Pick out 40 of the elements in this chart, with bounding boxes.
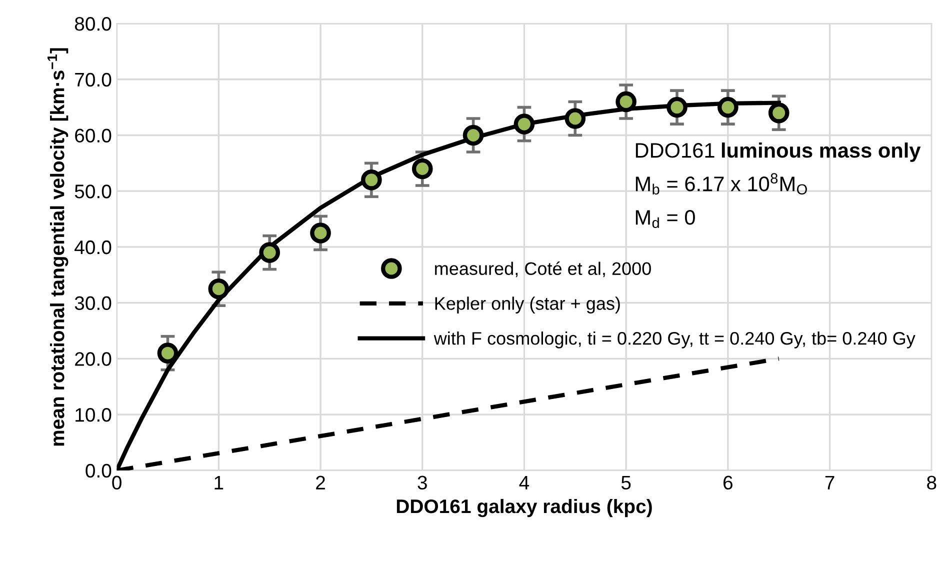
annotation: DDO161 [636, 143, 714, 158]
y-tick-label: 60.0 [75, 128, 112, 142]
point [564, 108, 586, 129]
point [718, 96, 738, 118]
annotation: M$_{d}$ = 0 [636, 210, 695, 228]
y-tick-label: 70.0 [75, 72, 112, 87]
x-tick-label: 5 [621, 476, 631, 490]
point [310, 222, 331, 244]
x-tick-label: 3 [418, 476, 427, 490]
point [412, 158, 433, 180]
x-tick-label: 2 [316, 476, 325, 490]
y-tick-label: 40.0 [74, 240, 112, 254]
annotation: luminous mass only [722, 142, 921, 162]
point [361, 170, 382, 190]
y-tick-label: 20.0 [75, 352, 112, 366]
point [768, 102, 790, 124]
x-tick-label: 6 [724, 476, 732, 490]
point [208, 278, 230, 300]
x-tick-label: 8 [927, 476, 936, 490]
x-tick-label: 7 [825, 476, 834, 490]
point [462, 124, 484, 146]
y-tick-label: 80.0 [74, 16, 112, 31]
y-tick-label: 50.0 [74, 184, 112, 198]
legend-label: measured, Coté et al, 2000 [435, 262, 651, 278]
x-tick-label: 4 [519, 476, 530, 490]
y-tick-label: 0.0 [86, 464, 112, 478]
legend-label: with F cosmologic, ti = 0.220 Gy, tt = 0.240 Gy, tb= 0.240 Gy [434, 332, 916, 348]
x-tick-label: 1 [214, 476, 224, 490]
point [616, 91, 636, 112]
x-axis-title: DDO161 galaxy radius (kpc) [396, 498, 652, 518]
point [514, 114, 535, 134]
annotation: M$_{b}$ = 6.17 x 10$^{8}$M$_{O}$ [636, 173, 807, 195]
x-tick-label: 0 [112, 476, 122, 490]
legend-label: Kepler only (star + gas) [435, 296, 620, 314]
point [666, 96, 688, 118]
point [157, 342, 178, 364]
y-axis-title: mean rotational tangential velocity [km·s$^{−1}$] [48, 48, 68, 446]
point [259, 242, 280, 263]
y-tick-label: 30.0 [74, 296, 112, 310]
y-tick-label: 10.0 [76, 408, 112, 422]
